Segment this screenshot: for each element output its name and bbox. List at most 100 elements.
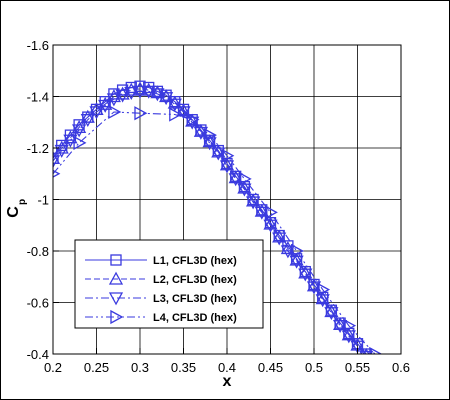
series-2-point — [159, 89, 174, 103]
series-3-point — [324, 307, 339, 321]
series-4-point — [238, 171, 252, 186]
series-3-point — [98, 99, 113, 113]
series-2-point — [263, 216, 278, 230]
series-2-point — [176, 103, 191, 117]
x-axis-title: x — [223, 373, 232, 390]
series-3-point — [306, 281, 322, 295]
series-2-point — [289, 252, 304, 266]
series-2-point — [315, 291, 330, 305]
series-3-point — [63, 134, 78, 148]
series-4-point — [108, 104, 122, 120]
series-4-point — [221, 148, 235, 163]
series-4-point — [186, 112, 200, 127]
series-3-point — [350, 340, 365, 354]
series-layer — [53, 80, 383, 354]
legend-marker — [108, 271, 124, 285]
series-2-point — [254, 203, 269, 217]
series-3-point — [237, 183, 252, 197]
series-4-point — [264, 205, 278, 220]
series-3-point — [219, 160, 235, 174]
series-3-point — [54, 144, 69, 158]
series-4-point — [73, 135, 87, 150]
series-3-point — [141, 85, 156, 99]
series-2-point — [106, 89, 121, 103]
y-tick-label: -1.2 — [27, 141, 49, 156]
legend-marker — [108, 292, 124, 306]
legend-label: L4, CFL3D (hex) — [153, 312, 237, 324]
series-3-point — [359, 350, 374, 354]
x-tick-label: 0.25 — [84, 360, 109, 375]
series-3-point — [315, 294, 330, 308]
series-3-point — [193, 126, 208, 140]
series-3-point — [254, 206, 269, 220]
series-4-point — [134, 106, 148, 121]
series-2-point — [211, 144, 226, 158]
series-3-point — [280, 245, 295, 259]
y-axis-title: C p — [5, 199, 28, 218]
legend-label: L1, CFL3D (hex) — [153, 255, 237, 267]
x-tick-label: 0.3 — [131, 360, 149, 375]
series-3 — [53, 85, 374, 354]
series-3-point — [72, 124, 87, 138]
series-2-point — [246, 193, 261, 207]
y-tick-label: -0.8 — [27, 244, 49, 259]
series-3-point — [159, 92, 174, 106]
series-2-point — [298, 265, 313, 279]
series-2-point — [341, 327, 356, 341]
series-3-point — [115, 89, 130, 103]
x-tick-label: 0.55 — [345, 360, 370, 375]
series-2-point — [237, 180, 252, 194]
series-2-point — [272, 229, 287, 243]
legend-label: L2, CFL3D (hex) — [153, 274, 237, 286]
series-2-point — [324, 304, 339, 318]
series-3-point — [228, 173, 243, 187]
y-tick-label: -1 — [37, 193, 49, 208]
series-3-point — [263, 219, 278, 233]
series-2-point — [333, 317, 348, 331]
series-3-point — [132, 85, 148, 99]
x-tick-label: 0.5 — [305, 360, 323, 375]
series-3-point — [89, 106, 104, 120]
series-3-point — [176, 106, 191, 120]
series-3-point — [124, 86, 139, 100]
x-tick-label: 0.2 — [44, 360, 62, 375]
series-3-point — [246, 196, 261, 210]
series-3-point — [289, 255, 304, 269]
legend-box — [74, 239, 264, 329]
series-3-point — [341, 330, 356, 344]
series-3-point — [80, 114, 95, 128]
series-2-point — [63, 130, 78, 144]
series-2-point — [219, 157, 235, 171]
series-4 — [53, 104, 383, 354]
series-4-point — [290, 243, 304, 259]
series-3-point — [211, 147, 226, 161]
series-4-point — [343, 318, 357, 333]
y-axis-title-subscript: p — [17, 199, 28, 205]
legend-label: L3, CFL3D (hex) — [153, 293, 237, 305]
series-2-point — [80, 109, 95, 123]
x-tick-label: 0.35 — [171, 360, 196, 375]
series-2-point — [306, 278, 322, 292]
series-2-point — [202, 134, 217, 148]
legend-marker — [110, 309, 124, 325]
series-3-point — [298, 268, 313, 282]
y-tick-label: -1.6 — [27, 38, 49, 53]
series-2-point — [280, 241, 295, 255]
series-4-point — [369, 346, 383, 354]
series-3-point — [106, 93, 121, 107]
series-4-point — [169, 107, 183, 122]
series-1-line — [53, 85, 367, 354]
series-3-point — [167, 98, 182, 112]
series-2-line — [53, 88, 366, 354]
series-3-point — [53, 155, 61, 169]
series-3-point — [333, 320, 348, 334]
series-2-point — [185, 113, 200, 127]
legend: L1, CFL3D (hex) L2, CFL3D (hex) L3, CFL3D … — [74, 239, 264, 329]
series-2-point — [193, 123, 208, 137]
series-4-point — [317, 282, 331, 297]
y-tick-label: -0.6 — [27, 296, 49, 311]
y-tick-label: -1.4 — [27, 90, 49, 105]
series-3-line — [53, 90, 365, 354]
y-axis-title-main: C — [5, 206, 22, 218]
